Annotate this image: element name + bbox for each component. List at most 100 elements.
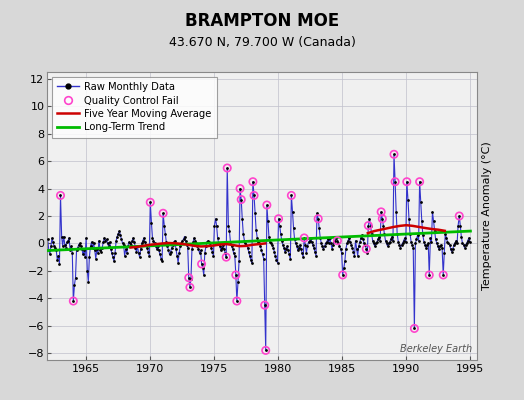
Point <box>436 243 444 249</box>
Point <box>49 239 57 245</box>
Point <box>199 265 207 271</box>
Point <box>138 240 146 247</box>
Point <box>176 243 184 249</box>
Point <box>416 178 424 185</box>
Point <box>463 240 471 247</box>
Point <box>379 222 388 229</box>
Point <box>380 231 389 237</box>
Point <box>118 240 127 247</box>
Point <box>124 243 132 249</box>
Point <box>46 251 54 258</box>
Point <box>212 222 221 229</box>
Point <box>304 239 313 245</box>
Point <box>370 243 379 249</box>
Point <box>466 239 474 245</box>
Point <box>366 222 375 229</box>
Point <box>319 246 328 252</box>
Point <box>368 238 377 244</box>
Point <box>264 218 272 225</box>
Point <box>96 247 104 254</box>
Point <box>376 238 384 244</box>
Point <box>128 238 136 244</box>
Point <box>300 235 309 241</box>
Point <box>301 242 310 248</box>
Point <box>94 250 102 256</box>
Point <box>281 248 289 255</box>
Point <box>271 252 279 259</box>
Point <box>395 242 403 248</box>
Point <box>215 240 223 247</box>
Point <box>81 254 89 260</box>
Point <box>237 196 245 203</box>
Point <box>391 178 399 185</box>
Point <box>100 235 108 241</box>
Point <box>168 244 176 251</box>
Point <box>203 239 211 245</box>
Point <box>135 254 144 260</box>
Point <box>187 276 195 282</box>
Point <box>75 240 84 247</box>
Point <box>121 252 129 259</box>
Point <box>61 242 69 248</box>
Point <box>139 238 147 244</box>
Point <box>420 239 428 245</box>
Point <box>248 260 256 266</box>
Point <box>384 243 392 249</box>
Point <box>297 246 305 252</box>
Point <box>300 235 309 241</box>
Point <box>107 250 116 256</box>
Point <box>224 222 233 229</box>
Point <box>166 251 174 258</box>
Point <box>438 244 446 251</box>
Point <box>360 240 368 247</box>
Point <box>430 228 439 234</box>
Point <box>311 248 319 255</box>
Point <box>303 243 312 249</box>
Point <box>106 246 115 252</box>
Point <box>350 248 358 255</box>
Point <box>441 231 450 237</box>
Point <box>67 243 75 249</box>
Point <box>223 165 232 171</box>
Point <box>377 209 385 215</box>
Point <box>294 244 303 251</box>
Point <box>391 178 399 185</box>
Point <box>439 272 447 278</box>
Point <box>136 246 145 252</box>
Point <box>250 192 258 199</box>
Point <box>160 222 168 229</box>
Point <box>158 258 166 264</box>
Point <box>237 196 245 203</box>
Point <box>190 235 199 241</box>
Point <box>424 240 432 247</box>
Point <box>109 254 117 260</box>
Point <box>272 257 281 263</box>
Point <box>45 247 53 254</box>
Point <box>410 325 419 332</box>
Point <box>151 243 160 249</box>
Point <box>411 240 420 247</box>
Point <box>115 228 124 234</box>
Point <box>74 242 83 248</box>
Point <box>274 260 282 266</box>
Point <box>193 243 202 249</box>
Point <box>289 225 298 232</box>
Point <box>246 252 254 259</box>
Point <box>292 243 301 249</box>
Point <box>142 242 150 248</box>
Point <box>351 238 359 244</box>
Point <box>340 265 348 271</box>
Point <box>201 250 209 256</box>
Point <box>440 250 449 256</box>
Point <box>235 258 243 264</box>
Point <box>51 244 59 251</box>
Point <box>78 246 86 252</box>
Point <box>267 240 275 247</box>
Point <box>196 247 205 254</box>
Point <box>228 246 237 252</box>
Point <box>445 242 454 248</box>
Point <box>431 236 440 242</box>
Point <box>390 151 398 158</box>
Point <box>50 243 58 249</box>
Point <box>222 254 231 260</box>
